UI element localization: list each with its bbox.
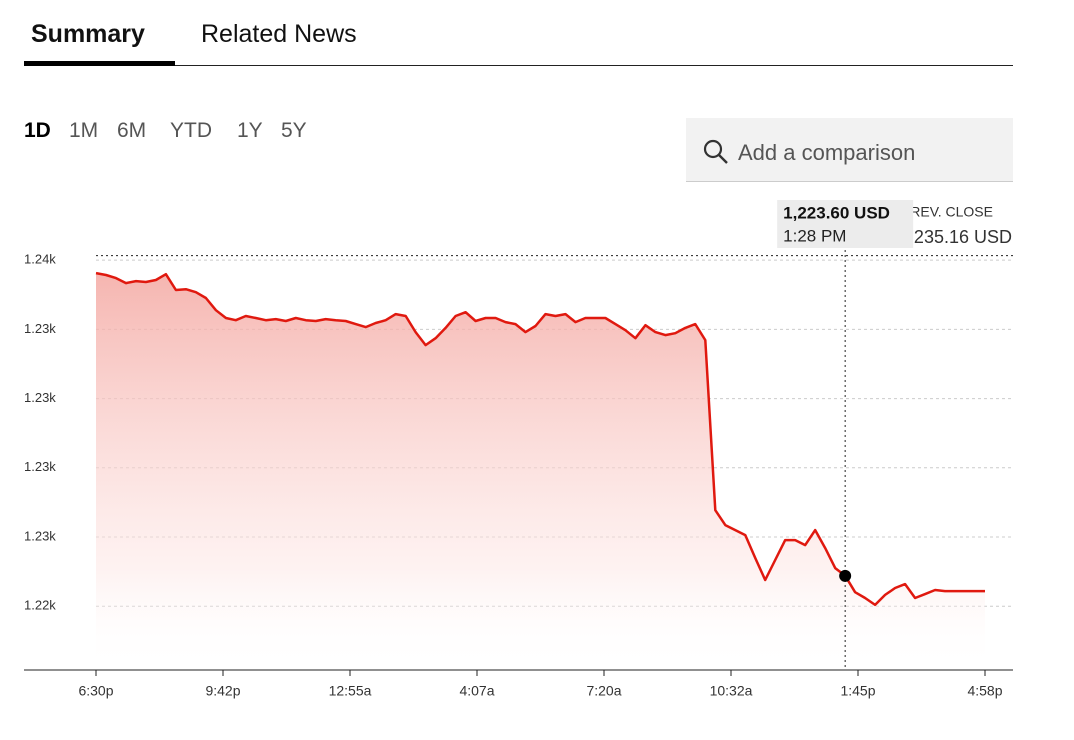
x-tick-label: 4:58p — [967, 683, 1002, 699]
y-tick-label: 1.23k — [24, 390, 56, 405]
tooltip-value: 1,223.60 USD — [783, 203, 890, 222]
x-tick-label: 12:55a — [329, 683, 372, 699]
x-tick-label: 4:07a — [459, 683, 494, 699]
x-tick-label: 6:30p — [78, 683, 113, 699]
tooltip — [777, 200, 914, 248]
hover-point — [839, 569, 852, 582]
search-icon — [703, 139, 728, 164]
tooltip-time: 1:28 PM — [783, 226, 846, 245]
range-button[interactable]: YTD — [170, 119, 212, 142]
tab-underline — [24, 61, 175, 66]
x-tick-label: 1:45p — [840, 683, 875, 699]
prev-close-title: PREV. CLOSE — [901, 204, 993, 220]
x-tick-label: 9:42p — [205, 683, 240, 699]
tab-rule — [24, 65, 1013, 66]
x-tick-label: 7:20a — [586, 683, 621, 699]
search-placeholder: Add a comparison — [738, 140, 916, 165]
range-button[interactable]: 1Y — [237, 119, 263, 142]
line — [95, 271, 985, 607]
y-tick-label: 1.23k — [24, 528, 56, 543]
y-tick-label: 1.24k — [24, 252, 56, 267]
y-tick-label: 1.22k — [24, 598, 56, 613]
area — [96, 273, 985, 670]
range-button[interactable]: 6M — [117, 119, 147, 142]
range-button[interactable]: 1D — [24, 119, 51, 142]
y-tick-label: 1.23k — [24, 321, 56, 336]
y-tick-label: 1.23k — [24, 459, 56, 474]
x-tick-label: 10:32a — [710, 683, 753, 699]
tab[interactable]: Summary — [31, 20, 145, 48]
prev-close-value: 1,235.16 USD — [899, 227, 1012, 247]
range-button[interactable]: 5Y — [281, 119, 307, 142]
range-button[interactable]: 1M — [69, 119, 99, 142]
tab[interactable]: Related News — [201, 20, 357, 48]
search-box[interactable]: Add a comparison — [686, 118, 1013, 182]
